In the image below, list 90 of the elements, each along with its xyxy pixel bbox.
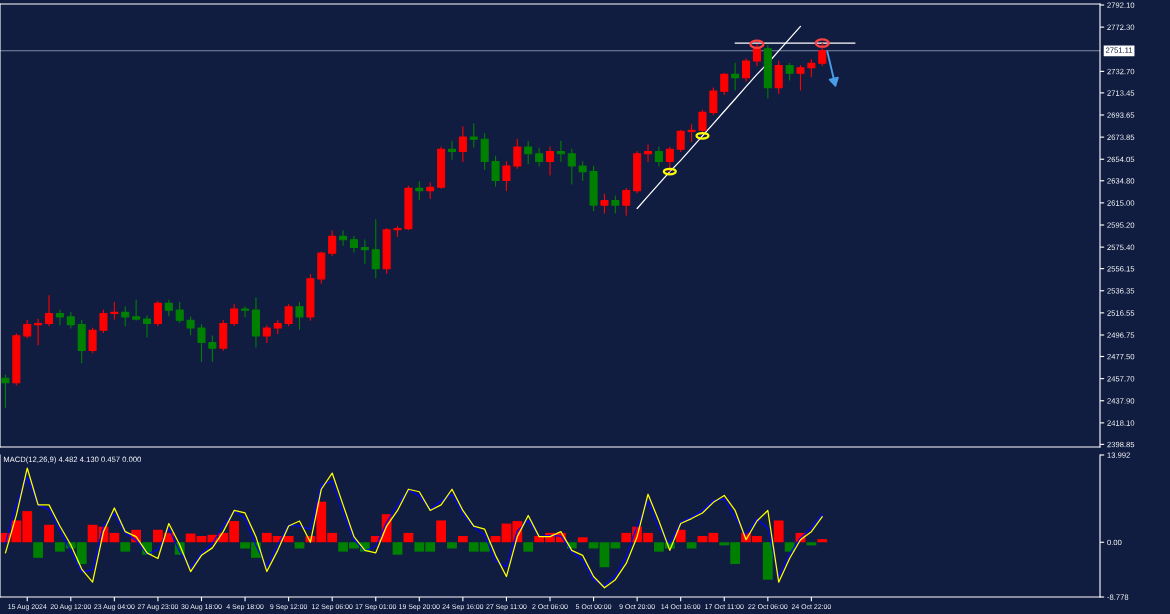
candlestick xyxy=(709,87,718,116)
bar xyxy=(33,542,44,558)
candlestick xyxy=(404,185,413,231)
candlestick xyxy=(219,319,228,351)
bar xyxy=(762,542,773,580)
candlestick xyxy=(360,239,369,264)
candlestick xyxy=(175,301,184,323)
bar xyxy=(120,542,131,552)
candlestick xyxy=(785,62,794,81)
candlestick xyxy=(164,299,173,317)
candlestick xyxy=(796,64,805,91)
candlestick xyxy=(273,319,282,335)
candlestick xyxy=(415,181,424,201)
candlestick xyxy=(44,295,54,327)
candlestick xyxy=(524,140,533,165)
candlestick xyxy=(643,144,653,163)
candlestick xyxy=(99,309,108,334)
candlestick xyxy=(578,160,587,182)
candlestick xyxy=(437,146,446,189)
candlestick xyxy=(720,72,729,96)
bar xyxy=(817,539,828,543)
candlestick xyxy=(611,195,620,214)
candlestick xyxy=(349,235,359,253)
candlestick xyxy=(600,193,609,214)
candlestick xyxy=(317,251,326,284)
candlestick xyxy=(545,146,555,176)
candlestick xyxy=(393,225,402,237)
candlestick xyxy=(698,109,707,135)
candlestick xyxy=(447,140,457,160)
candlestick xyxy=(208,335,217,363)
candlestick xyxy=(142,315,152,338)
bar xyxy=(447,542,457,549)
bar xyxy=(806,542,817,546)
candlestick xyxy=(469,122,478,148)
candlestick xyxy=(589,165,598,212)
candlestick xyxy=(687,124,696,142)
candlestick xyxy=(121,306,130,327)
candlestick xyxy=(676,129,685,153)
candlestick xyxy=(556,140,565,163)
candlestick xyxy=(731,62,740,91)
candlestick xyxy=(371,219,380,279)
candlestick xyxy=(622,187,631,216)
candlestick xyxy=(502,160,511,192)
candlestick xyxy=(741,58,751,82)
bar xyxy=(523,542,534,552)
candlestick xyxy=(458,126,467,163)
candlestick xyxy=(774,60,783,94)
candlestick xyxy=(295,301,304,330)
candlestick xyxy=(241,306,250,318)
candlestick xyxy=(382,228,391,274)
candlestick xyxy=(818,42,827,67)
candlestick xyxy=(66,311,75,329)
bar xyxy=(577,537,588,543)
candlestick xyxy=(328,230,337,256)
candlestick xyxy=(306,273,315,321)
candlestick xyxy=(426,182,435,199)
candlestick xyxy=(153,300,162,327)
candlestick xyxy=(633,150,642,194)
candlestick xyxy=(55,309,64,326)
bar xyxy=(675,529,686,543)
candlestick xyxy=(23,319,32,339)
candlestick xyxy=(132,299,141,321)
candlestick xyxy=(654,146,663,167)
candlestick xyxy=(535,147,544,167)
candlestick xyxy=(807,59,816,78)
candlestick xyxy=(88,327,97,354)
candlestick xyxy=(197,324,206,363)
candlestick xyxy=(513,138,522,169)
candlestick xyxy=(480,133,489,170)
candlestick xyxy=(284,303,293,327)
bar xyxy=(457,536,468,543)
candlestick xyxy=(491,155,500,187)
candlestick xyxy=(186,316,195,336)
bar xyxy=(44,524,54,543)
candlestick xyxy=(567,148,576,185)
candlestick xyxy=(251,297,260,348)
candlestick xyxy=(339,230,348,246)
candlestick xyxy=(262,325,271,344)
candlestick xyxy=(110,301,119,320)
candlestick xyxy=(34,318,43,346)
candlestick xyxy=(763,44,772,99)
bar xyxy=(392,542,403,555)
candlestick xyxy=(77,319,86,364)
candlestick xyxy=(230,303,239,327)
bar xyxy=(436,520,446,543)
candlestick xyxy=(752,43,761,67)
bar xyxy=(773,520,784,543)
candlestick xyxy=(665,146,674,173)
candlestick xyxy=(12,333,21,386)
candlestick xyxy=(1,374,10,408)
